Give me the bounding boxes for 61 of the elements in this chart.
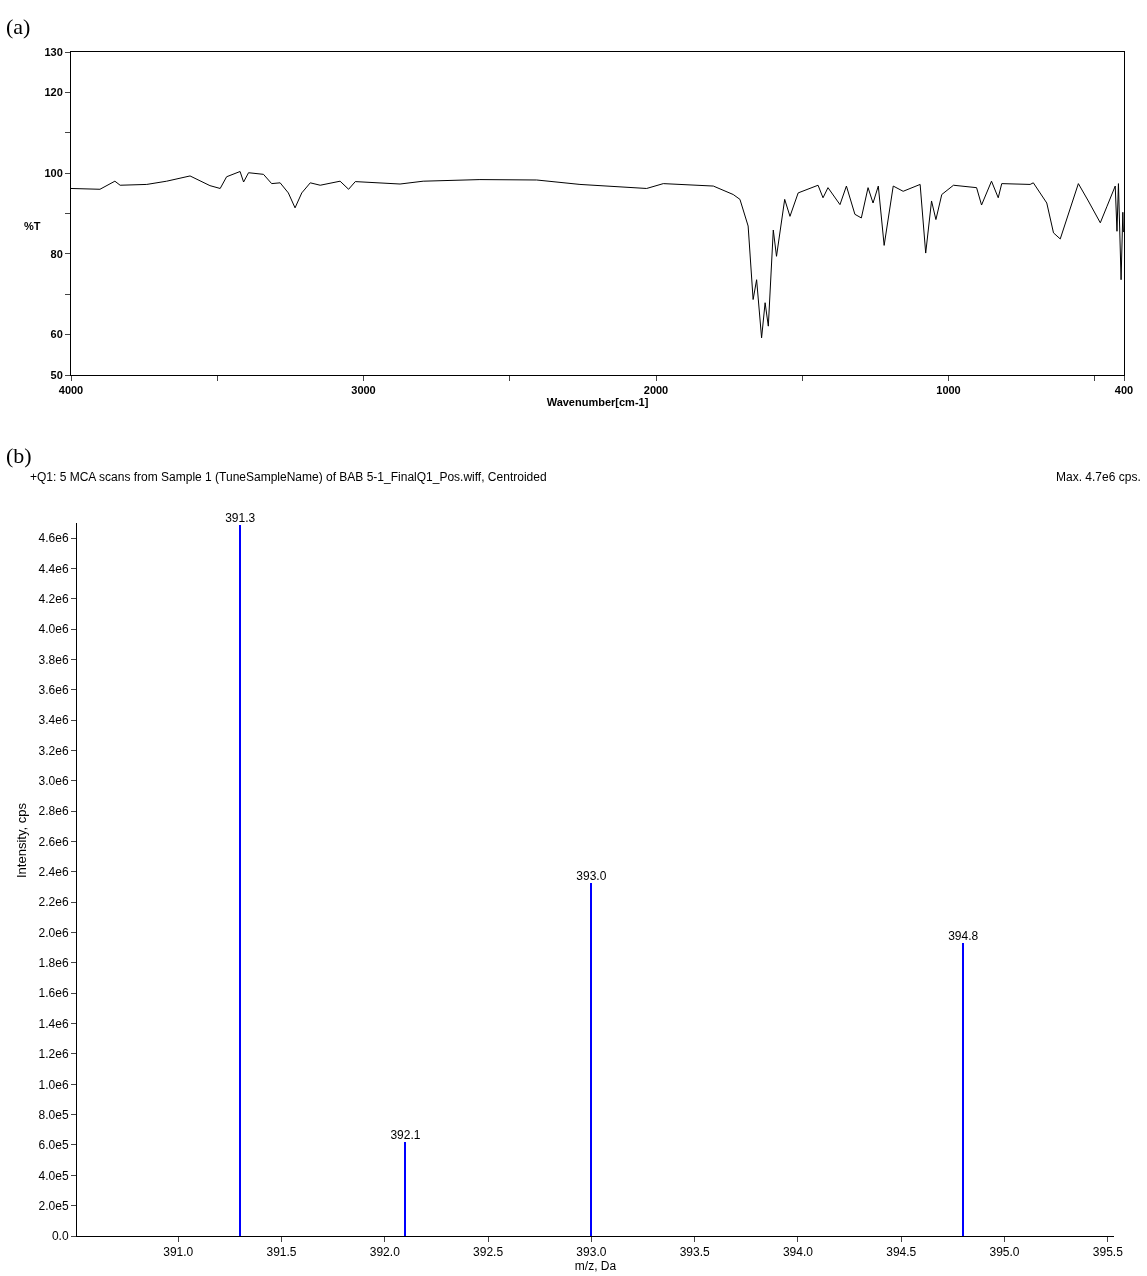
text: (a) xyxy=(6,14,31,39)
y-tick-label: 1.4e6 xyxy=(38,1016,69,1031)
text: 393.0 xyxy=(576,868,607,883)
x-tick-label: 394.5 xyxy=(886,1245,917,1260)
bar xyxy=(404,1142,406,1236)
x-tick-label: 393.0 xyxy=(576,1245,607,1260)
x-tick-label: 4000 xyxy=(58,384,84,397)
x-tick-label: 3000 xyxy=(351,384,376,397)
y-tick-label: 4.2e6 xyxy=(38,592,69,607)
x-tick-label: 2000 xyxy=(643,384,669,397)
y-tick-label: 4.0e6 xyxy=(38,622,69,637)
y-tick-label: 2.8e6 xyxy=(38,804,69,819)
x-axis-title: m/z, Da xyxy=(574,1259,617,1274)
y-tick-label: 3.2e6 xyxy=(38,743,69,758)
y-tick-label: 3.8e6 xyxy=(38,652,69,667)
x-tick-label: 1000 xyxy=(936,384,961,397)
y-tick-label: 120 xyxy=(44,86,63,99)
text: 392.1 xyxy=(390,1127,421,1142)
y-tick-label: 3.0e6 xyxy=(38,774,69,789)
x-tick-label: 392.0 xyxy=(369,1245,401,1260)
x-tick-label: 391.5 xyxy=(266,1245,297,1260)
y-tick-label: 8.0e5 xyxy=(38,1107,69,1122)
y-tick-label: 60 xyxy=(50,328,63,341)
text: 394.8 xyxy=(948,929,979,944)
bar xyxy=(239,525,241,1236)
x-tick-label: 400 xyxy=(1114,384,1134,397)
y-tick-label: 4.0e5 xyxy=(38,1168,69,1183)
x-tick-label: 395.5 xyxy=(1092,1245,1124,1260)
text: Max. 4.7e6 cps. xyxy=(1056,470,1141,484)
x-tick-label: 393.5 xyxy=(679,1245,710,1260)
y-tick-label: 4.6e6 xyxy=(38,531,69,546)
bar xyxy=(962,943,964,1236)
y-tick-label: 80 xyxy=(50,247,63,260)
y-tick-label: 3.6e6 xyxy=(38,683,69,698)
text: (b) xyxy=(6,443,32,468)
y-tick-label: 6.0e5 xyxy=(38,1138,69,1153)
x-tick-label: 392.5 xyxy=(473,1245,504,1260)
y-tick-label: 0.0 xyxy=(51,1229,69,1244)
y-tick-label: 1.0e6 xyxy=(38,1077,69,1092)
y-tick-label: 130 xyxy=(44,45,63,58)
y-tick-label: 2.6e6 xyxy=(38,834,69,849)
y-tick-label: 1.8e6 xyxy=(38,956,69,971)
y-tick-label: 2.2e6 xyxy=(38,895,69,910)
x-tick-label: 394.0 xyxy=(782,1245,814,1260)
y-axis-title: %T xyxy=(24,220,41,232)
y-tick-label: 4.4e6 xyxy=(38,561,69,576)
y-axis-title: Intensity, cps xyxy=(14,802,29,878)
y-tick-label: 100 xyxy=(44,166,63,179)
y-tick-label: 2.0e6 xyxy=(38,925,69,940)
y-tick-label: 1.2e6 xyxy=(38,1047,69,1062)
chart-title: +Q1: 5 MCA scans from Sample 1 (TuneSampleName) of BAB 5-1_FinalQ1_Pos.wiff, Centroided xyxy=(30,470,547,484)
y-tick-label: 2.4e6 xyxy=(38,865,69,880)
text: 391.3 xyxy=(225,510,256,525)
y-tick-label: 2.0e5 xyxy=(38,1198,69,1213)
x-axis-title: Wavenumber[cm-1] xyxy=(546,396,649,409)
y-tick-label: 3.4e6 xyxy=(38,713,69,728)
y-tick-label: 50 xyxy=(50,368,63,381)
bar xyxy=(590,883,592,1236)
y-tick-label: 1.6e6 xyxy=(38,986,69,1001)
x-tick-label: 391.0 xyxy=(163,1245,194,1260)
x-tick-label: 395.0 xyxy=(989,1245,1020,1260)
